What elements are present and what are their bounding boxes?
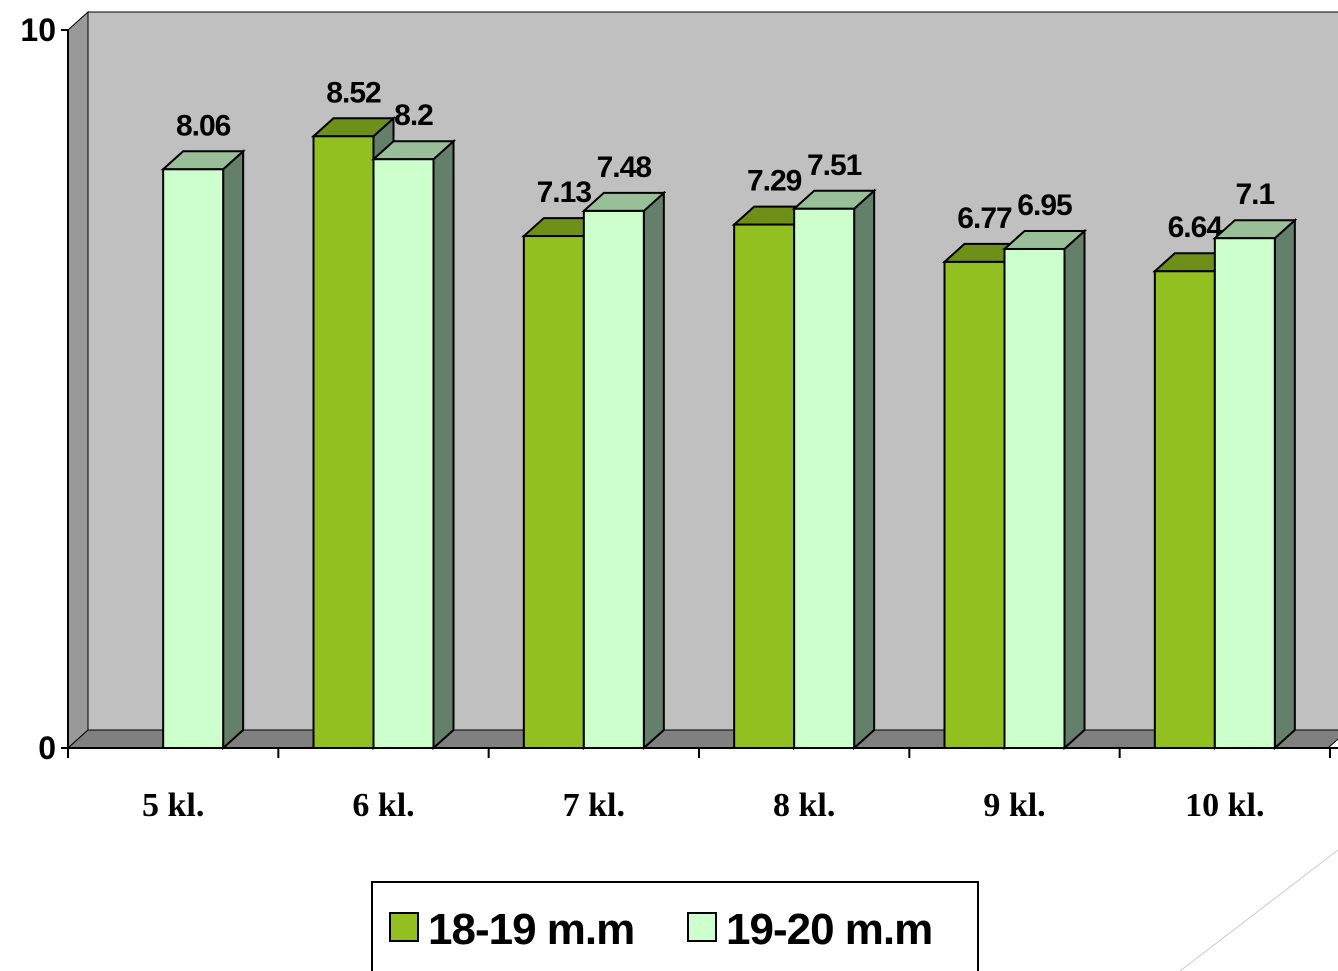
bar — [733, 223, 796, 749]
legend-swatch — [687, 912, 717, 942]
bar — [372, 158, 435, 750]
floor — [66, 729, 1338, 749]
value-label: 8.06 — [176, 109, 231, 142]
decoration — [1179, 849, 1338, 971]
value-label: 7.51 — [807, 149, 862, 182]
bar — [793, 207, 856, 750]
value-label: 7.1 — [1235, 178, 1274, 211]
value-label: 7.48 — [597, 151, 652, 184]
value-label: 8.2 — [394, 99, 433, 132]
bar — [1003, 247, 1066, 750]
value-label: 7.29 — [747, 165, 802, 198]
y-tick-label: 10 — [20, 12, 56, 48]
bar — [943, 260, 1006, 749]
x-tick-label: 5 kl. — [142, 787, 204, 824]
value-label: 6.95 — [1017, 189, 1072, 222]
bar — [312, 135, 375, 750]
x-tick-label: 6 kl. — [352, 787, 414, 824]
bar — [1213, 237, 1276, 749]
legend-swatch — [389, 912, 419, 942]
bar-side — [1063, 228, 1086, 751]
x-tick-label: 9 kl. — [983, 787, 1045, 824]
bar — [582, 209, 645, 750]
x-tick-label: 10 kl. — [1185, 787, 1264, 824]
bar — [162, 168, 225, 750]
x-tick-label: 8 kl. — [773, 787, 835, 824]
x-tick-label: 7 kl. — [563, 787, 625, 824]
value-label: 6.77 — [957, 202, 1012, 235]
value-label: 7.13 — [537, 176, 592, 209]
side-wall — [67, 10, 89, 750]
bar-side — [1273, 217, 1296, 751]
back-wall — [87, 11, 1338, 731]
bar-side — [853, 188, 876, 751]
bar-side — [642, 190, 665, 751]
bar-side — [222, 149, 245, 751]
bar — [1153, 270, 1216, 749]
bar — [522, 235, 585, 749]
legend-label: 19-20 m.m — [726, 905, 932, 954]
legend — [371, 881, 979, 971]
bar-side — [432, 138, 455, 751]
y-tick-label: 0 — [38, 730, 56, 766]
legend-label: 18-19 m.m — [428, 905, 634, 954]
value-label: 8.52 — [326, 76, 381, 109]
